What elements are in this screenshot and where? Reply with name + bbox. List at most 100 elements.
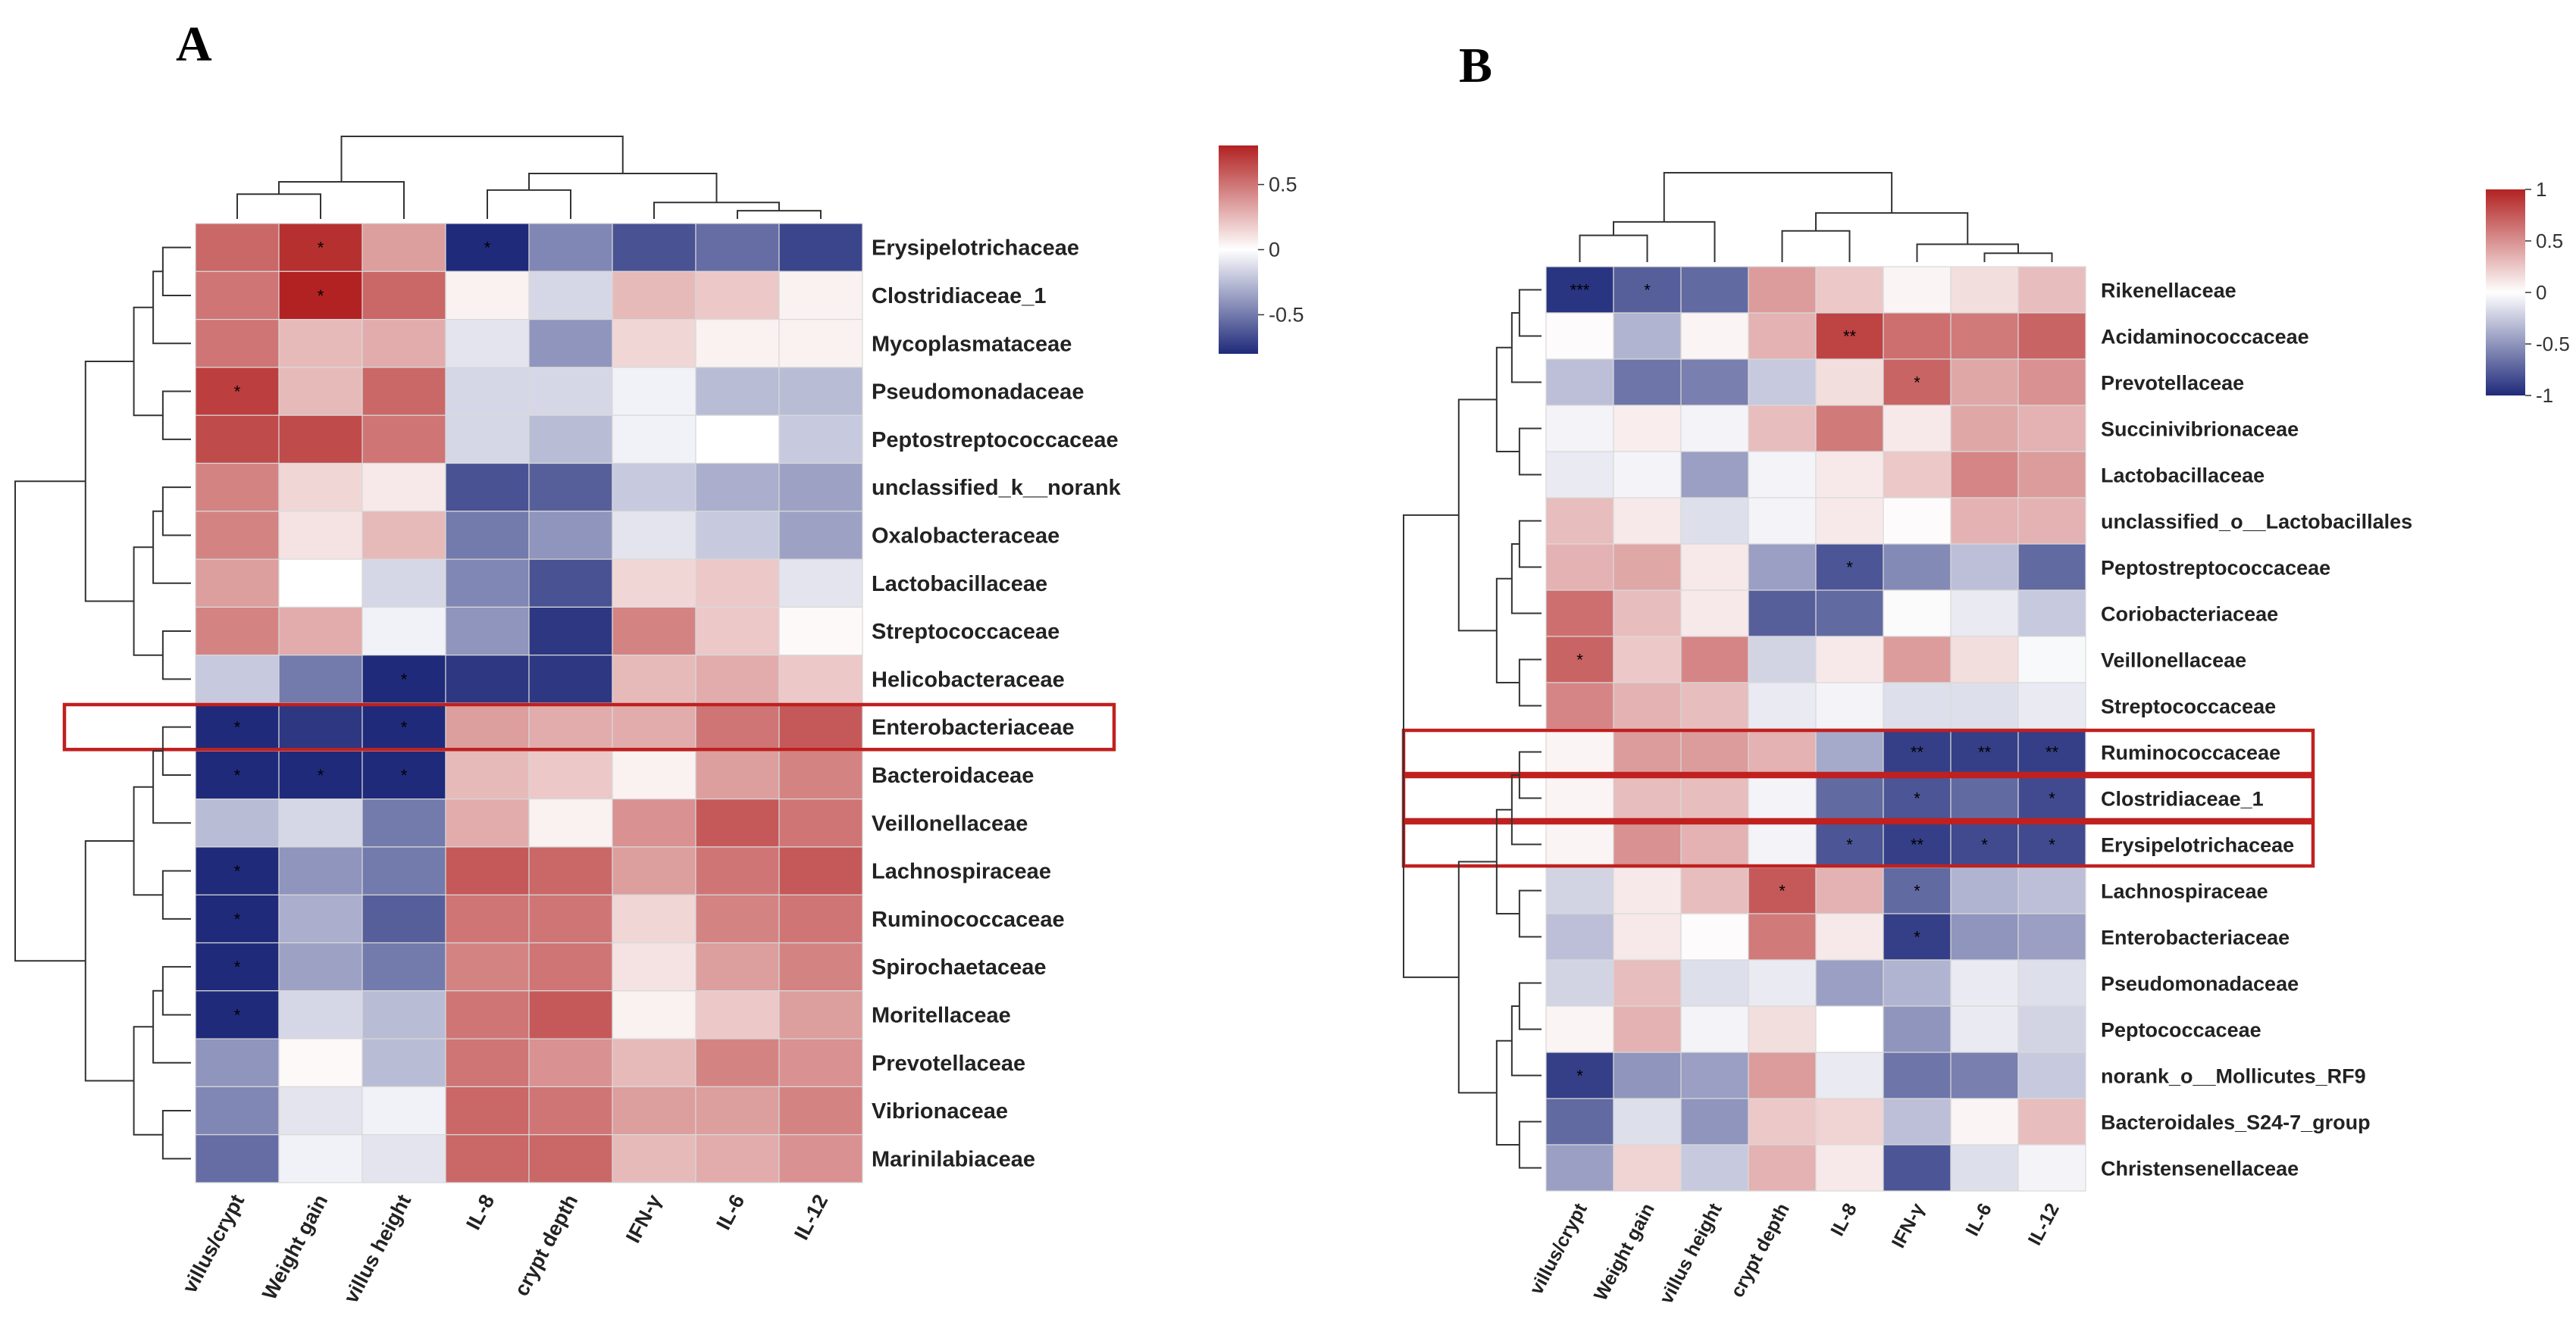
heatmap-cell [1748, 589, 1817, 637]
heatmap-cell [1950, 682, 2019, 730]
heatmap-cell [445, 606, 530, 656]
heatmap-cell [278, 414, 363, 464]
heatmap-cell [528, 1134, 613, 1183]
heatmap-cell [195, 606, 280, 656]
heatmap-cell [695, 367, 780, 416]
column-label: IL-6 [1961, 1200, 1996, 1239]
heatmap-cell [195, 894, 280, 944]
row-label: Mycoplasmataceae [872, 332, 1072, 356]
heatmap-cell [1545, 543, 1614, 591]
heatmap-cell [1680, 728, 1749, 776]
heatmap-cell [1748, 543, 1817, 591]
heatmap-cell [1815, 821, 1884, 868]
heatmap-cell [1545, 1005, 1614, 1053]
color-scale-tick-label: -0.5 [2536, 333, 2570, 355]
heatmap-cell [195, 462, 280, 512]
heatmap-cell [1613, 1144, 1682, 1192]
heatmap-cell [1815, 1098, 1884, 1146]
heatmap-cell [1680, 358, 1749, 406]
heatmap-cell [778, 1086, 863, 1136]
heatmap-cell [612, 990, 696, 1039]
heatmap-cell [1883, 1052, 1952, 1099]
heatmap-cell [1748, 1005, 1817, 1053]
heatmap-cell [1950, 405, 2019, 452]
heatmap-cell [1815, 913, 1884, 961]
heatmap-cell [2017, 959, 2086, 1007]
row-label: Lactobacillaceae [872, 572, 1047, 596]
heatmap-cell [1613, 1052, 1682, 1099]
heatmap-cell [278, 367, 363, 416]
heatmap-cell [1545, 959, 1614, 1007]
heatmap-cell [362, 750, 446, 800]
heatmap-cell [528, 655, 613, 704]
panel-a: A * * * * * * * * * * * * * * Erysipelotrichaceae Clostr… [14, 17, 1304, 1307]
color-scale-tick-label: 0 [2536, 281, 2546, 304]
row-label: Moritellaceae [872, 1003, 1011, 1027]
column-label: Weight gain [258, 1191, 332, 1304]
heatmap-cell [1950, 497, 2019, 545]
panel-b: B*** ******** ** *** ** ** * ** ***Rikenellaceae… [1401, 38, 2570, 1308]
heatmap-cell [445, 558, 530, 608]
heatmap-cell [2017, 497, 2086, 545]
significance-mark: * [1914, 882, 1920, 901]
heatmap-cell [1883, 589, 1952, 637]
row-label: Marinilabiaceae [872, 1147, 1035, 1171]
heatmap-cell [1545, 913, 1614, 961]
heatmap-cell [695, 1134, 780, 1183]
heatmap-cell [445, 270, 530, 320]
significance-mark: * [234, 862, 241, 881]
heatmap-cell [1950, 959, 2019, 1007]
color-scale-tick-label: 1 [2536, 178, 2546, 201]
heatmap-cell [2017, 543, 2086, 591]
heatmap-cell [362, 558, 446, 608]
heatmap-cell [195, 367, 280, 416]
heatmap-cell [612, 414, 696, 464]
heatmap-cell [1545, 821, 1614, 868]
heatmap-cell [195, 1038, 280, 1087]
heatmap-cell [1883, 543, 1952, 591]
heatmap-cell [1613, 867, 1682, 914]
heatmap-cell [1613, 821, 1682, 868]
significance-mark: ** [1911, 743, 1924, 762]
column-dendrogram [236, 136, 822, 219]
row-label: Erysipelotrichaceae [2101, 834, 2294, 857]
heatmap-cell [528, 702, 613, 752]
significance-mark: * [318, 239, 324, 258]
heatmap-cell [612, 223, 696, 272]
significance-mark: * [234, 910, 241, 929]
heatmap-cell [528, 414, 613, 464]
heatmap-cell [1815, 774, 1884, 822]
heatmap-cell [1545, 1052, 1614, 1099]
heatmap-cell [362, 798, 446, 848]
heatmap-cell [1815, 589, 1884, 637]
heatmap-cell [2017, 1052, 2086, 1099]
significance-mark: * [2049, 836, 2055, 855]
significance-mark: * [401, 766, 408, 785]
significance-mark: * [318, 766, 324, 785]
row-label: Peptostreptococcaceae [2101, 557, 2330, 580]
heatmap-cell [1613, 312, 1682, 360]
heatmap-cell [195, 270, 280, 320]
heatmap-cell [612, 462, 696, 512]
heatmap-cell [1613, 451, 1682, 499]
row-label: Helicobacteraceae [872, 667, 1065, 692]
heatmap-cell [278, 894, 363, 944]
heatmap-cell [278, 223, 363, 272]
heatmap-cell [1883, 451, 1952, 499]
heatmap-cell [612, 319, 696, 368]
heatmap-cell [695, 223, 780, 272]
heatmap-cell [1748, 728, 1817, 776]
heatmap-cell [528, 894, 613, 944]
significance-mark: * [484, 239, 491, 258]
heatmap-cell [1680, 405, 1749, 452]
heatmap-cell [1613, 959, 1682, 1007]
heatmap-cell [1815, 312, 1884, 360]
row-label: Bacteroidales_S24-7_group [2101, 1111, 2371, 1134]
heatmap-cell [195, 511, 280, 560]
heatmap-cell [1545, 728, 1614, 776]
row-label: Clostridiaceae_1 [872, 284, 1047, 308]
significance-mark: * [234, 766, 241, 785]
heatmap-cell [1815, 543, 1884, 591]
highlight-box [62, 702, 1116, 752]
